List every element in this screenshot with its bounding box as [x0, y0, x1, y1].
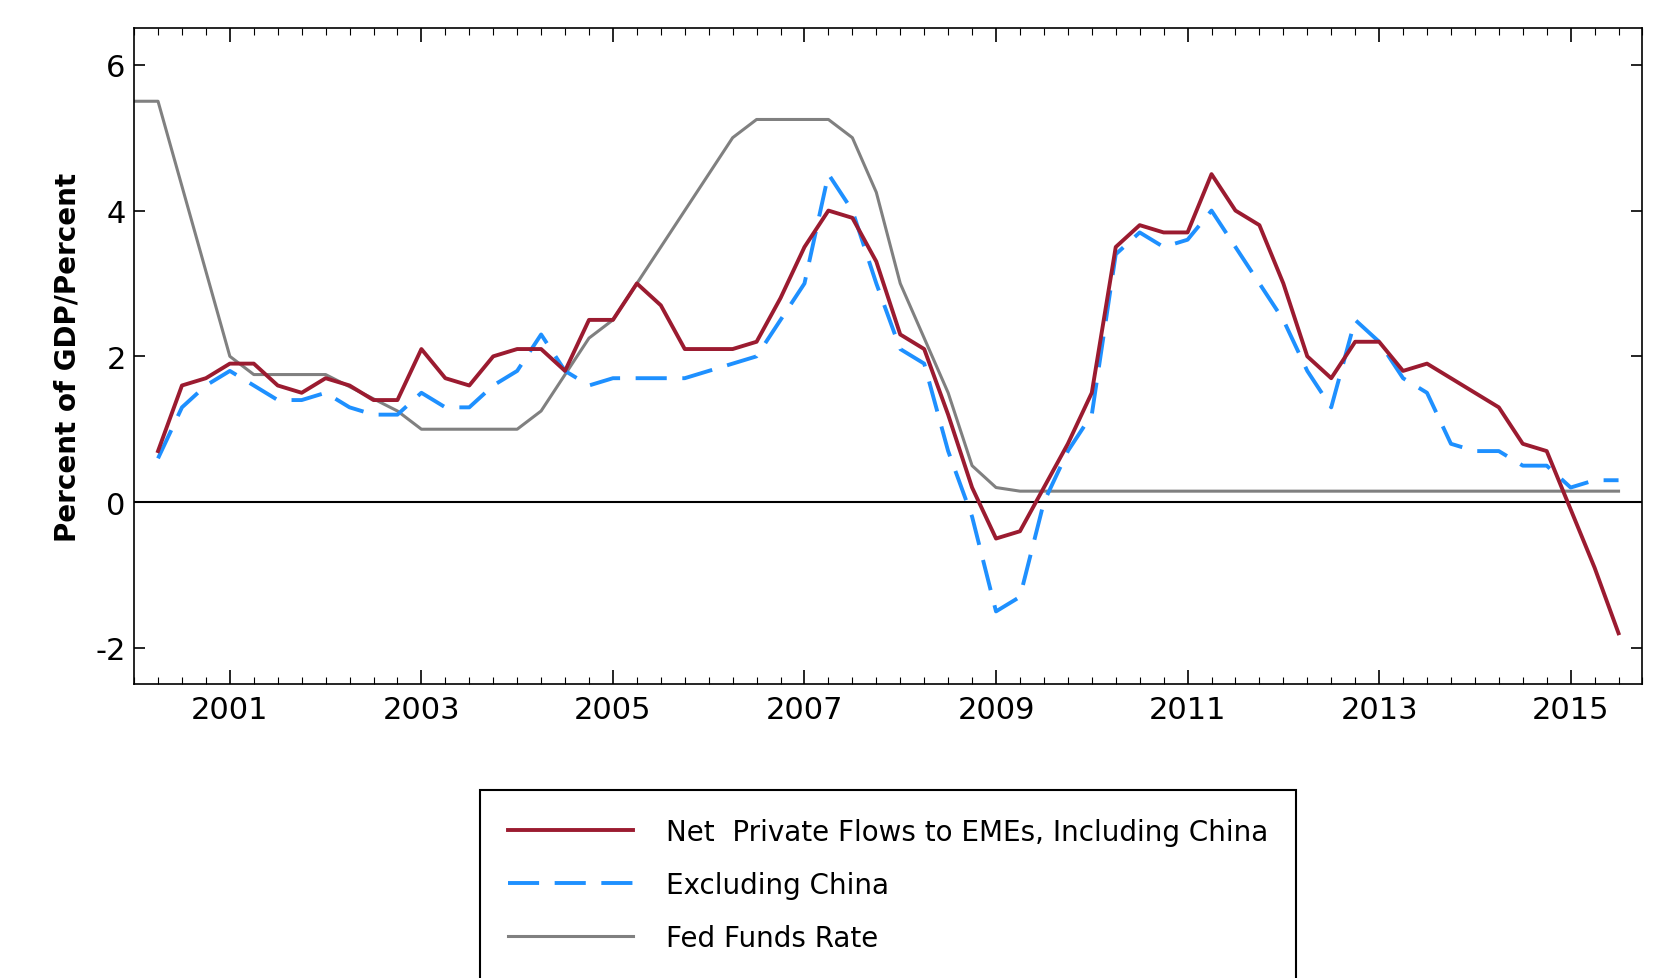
Fed Funds Rate	[555, 370, 575, 381]
Net  Private Flows to EMEs, Including China	[1034, 482, 1054, 494]
Net  Private Flows to EMEs, Including China	[268, 380, 288, 392]
Fed Funds Rate	[1609, 486, 1629, 498]
Legend: Net  Private Flows to EMEs, Including China, Excluding China, Fed Funds Rate: Net Private Flows to EMEs, Including Chi…	[481, 790, 1296, 978]
Excluding China	[1609, 475, 1629, 487]
Excluding China	[818, 169, 838, 181]
Excluding China	[531, 330, 551, 341]
Excluding China	[1081, 410, 1101, 422]
Net  Private Flows to EMEs, Including China	[1441, 373, 1461, 384]
Excluding China	[890, 344, 910, 356]
Net  Private Flows to EMEs, Including China	[531, 344, 551, 356]
Excluding China	[1465, 446, 1485, 458]
Fed Funds Rate	[1488, 486, 1508, 498]
Excluding China	[436, 402, 456, 414]
Net  Private Flows to EMEs, Including China	[866, 256, 887, 268]
Net  Private Flows to EMEs, Including China	[1202, 169, 1222, 181]
Y-axis label: Percent of GDP/Percent: Percent of GDP/Percent	[54, 172, 82, 542]
Excluding China	[985, 606, 1006, 618]
Net  Private Flows to EMEs, Including China	[147, 446, 168, 458]
Excluding China	[268, 395, 288, 407]
Fed Funds Rate	[124, 96, 144, 108]
Line: Fed Funds Rate: Fed Funds Rate	[134, 102, 1619, 492]
Fed Funds Rate	[411, 423, 431, 435]
Excluding China	[147, 453, 168, 465]
Fed Funds Rate	[627, 279, 647, 290]
Line: Net  Private Flows to EMEs, Including China: Net Private Flows to EMEs, Including Chi…	[158, 175, 1619, 634]
Line: Excluding China: Excluding China	[158, 175, 1619, 612]
Net  Private Flows to EMEs, Including China	[1609, 628, 1629, 640]
Fed Funds Rate	[1584, 486, 1604, 498]
Fed Funds Rate	[1011, 486, 1031, 498]
Net  Private Flows to EMEs, Including China	[436, 373, 456, 384]
Fed Funds Rate	[794, 114, 815, 126]
